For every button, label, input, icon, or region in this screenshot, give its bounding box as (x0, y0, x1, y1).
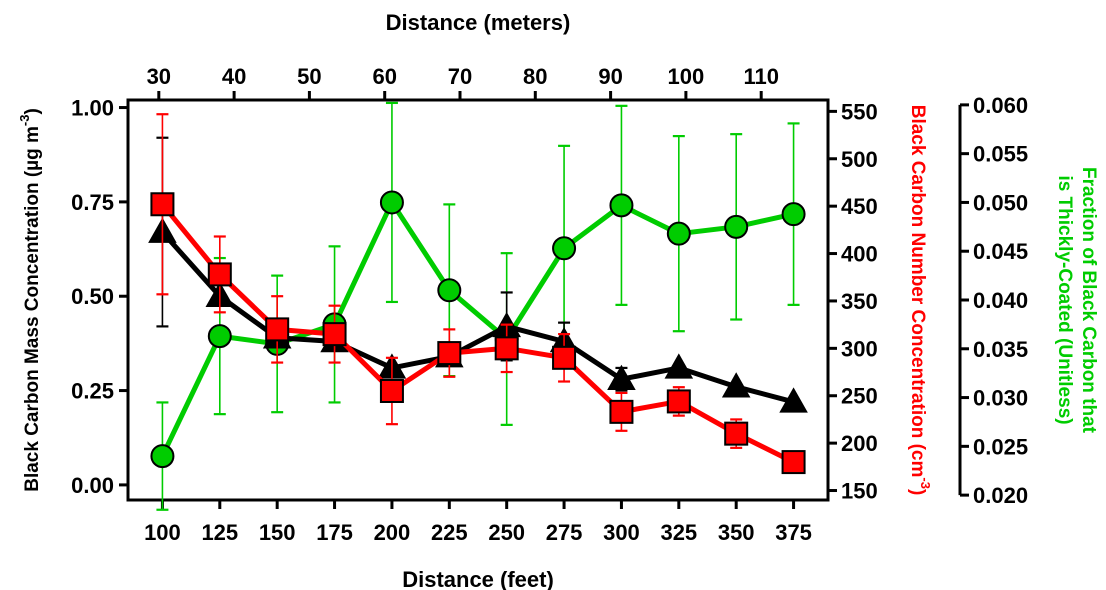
axes-layer: 100 125 150 175 200 225 250 275 300 325 350 375 30 40… (71, 64, 1028, 545)
x-top-tick-label: 70 (448, 64, 472, 89)
y-left-tick-label: 1.00 (71, 96, 114, 121)
axis-titles-layer: Distance (feet) Distance (meters) Black Ca… (17, 10, 1099, 590)
data-point (664, 353, 694, 379)
y-right2-tick-label: 0.035 (973, 337, 1028, 362)
data-point (322, 322, 347, 347)
data-point (437, 341, 462, 366)
y-left-tick-label: 0.25 (71, 379, 114, 404)
series-triangle (148, 136, 808, 413)
x-bottom-tick-label: 375 (775, 520, 812, 545)
x-bottom-tick-label: 225 (431, 520, 468, 545)
data-point (666, 221, 691, 246)
x-top-tick-label: 80 (523, 64, 547, 89)
x-bottom-tick-label: 275 (546, 520, 583, 545)
y-left-title: Black Carbon Mass Concentration (µg m-3) (17, 108, 43, 492)
data-point (609, 193, 634, 218)
x-bottom-tick-label: 125 (201, 520, 238, 545)
y-right1-tick-label: 500 (841, 147, 878, 172)
y-right1-tick-label: 400 (841, 242, 878, 267)
series-line (160, 202, 795, 465)
x-top-title: Distance (meters) (386, 10, 571, 35)
y-right2-title-line1: Fraction of Black Carbon that (1078, 167, 1099, 434)
x-bottom-tick-label: 325 (660, 520, 697, 545)
data-point (724, 214, 749, 239)
x-bottom-tick-label: 300 (603, 520, 640, 545)
y-right2-tick-label: 0.060 (973, 93, 1028, 118)
data-point (779, 387, 808, 413)
x-top-tick-label: 110 (743, 64, 779, 89)
data-point (494, 336, 519, 361)
y-right1-tick-label: 450 (841, 194, 878, 219)
y-right1-tick-label: 550 (841, 99, 878, 124)
y-right2-tick-label: 0.040 (973, 288, 1028, 313)
x-bottom-tick-label: 175 (316, 520, 353, 545)
data-point (552, 236, 577, 261)
data-point (552, 345, 577, 370)
y-right2-tick-label: 0.030 (973, 386, 1028, 411)
x-top-tick-label: 50 (297, 64, 321, 89)
y-right1-tick-label: 300 (841, 336, 878, 361)
x-top-tick-label: 30 (147, 64, 171, 89)
data-point (666, 389, 691, 414)
y-right1-tick-label: 150 (841, 479, 878, 504)
data-point (207, 262, 232, 287)
y-right2-tick-label: 0.050 (973, 190, 1028, 215)
data-point (150, 444, 175, 469)
x-top-tick-label: 90 (598, 64, 622, 89)
y-right2-tick-label: 0.020 (973, 483, 1028, 508)
data-point (721, 372, 751, 398)
y-right1-title: Black Carbon Number Concentration (cm-3) (907, 105, 933, 496)
y-right1-tick-label: 200 (841, 431, 878, 456)
y-right1-tick-label: 350 (841, 289, 878, 314)
data-point (609, 399, 634, 424)
x-bottom-tick-label: 200 (374, 520, 411, 545)
plot-frame-layer (126, 98, 830, 502)
plot-frame (126, 98, 830, 502)
y-right2-tick-label: 0.045 (973, 239, 1028, 264)
y-right2-tick-label: 0.025 (973, 434, 1028, 459)
data-point (265, 317, 290, 342)
x-bottom-tick-label: 250 (488, 520, 525, 545)
x-bottom-tick-label: 350 (718, 520, 755, 545)
data-point (781, 202, 806, 227)
x-bottom-tick-label: 150 (259, 520, 296, 545)
data-point (607, 364, 636, 390)
y-right2-tick-label: 0.055 (973, 142, 1028, 167)
series-square (150, 113, 806, 475)
data-point (207, 324, 232, 349)
x-top-tick-label: 100 (668, 64, 705, 89)
y-left-tick-label: 0.75 (71, 190, 114, 215)
data-point (781, 450, 806, 475)
x-top-tick-label: 60 (372, 64, 396, 89)
series-circle (150, 101, 806, 511)
x-top-tick-label: 40 (222, 64, 246, 89)
data-point (724, 421, 749, 446)
x-bottom-title: Distance (feet) (402, 567, 554, 590)
data-point (437, 278, 462, 303)
series-line (160, 199, 795, 458)
data-point (379, 378, 404, 403)
x-bottom-tick-label: 100 (144, 520, 181, 545)
y-left-tick-label: 0.50 (71, 284, 114, 309)
y-right1-tick-label: 250 (841, 384, 878, 409)
y-right2-title-line2: is Thickly-Coated (Unitless) (1054, 175, 1075, 424)
y-left-tick-label: 0.00 (71, 473, 114, 498)
series-layer (148, 101, 808, 511)
data-point (150, 192, 175, 217)
data-point (379, 190, 404, 215)
